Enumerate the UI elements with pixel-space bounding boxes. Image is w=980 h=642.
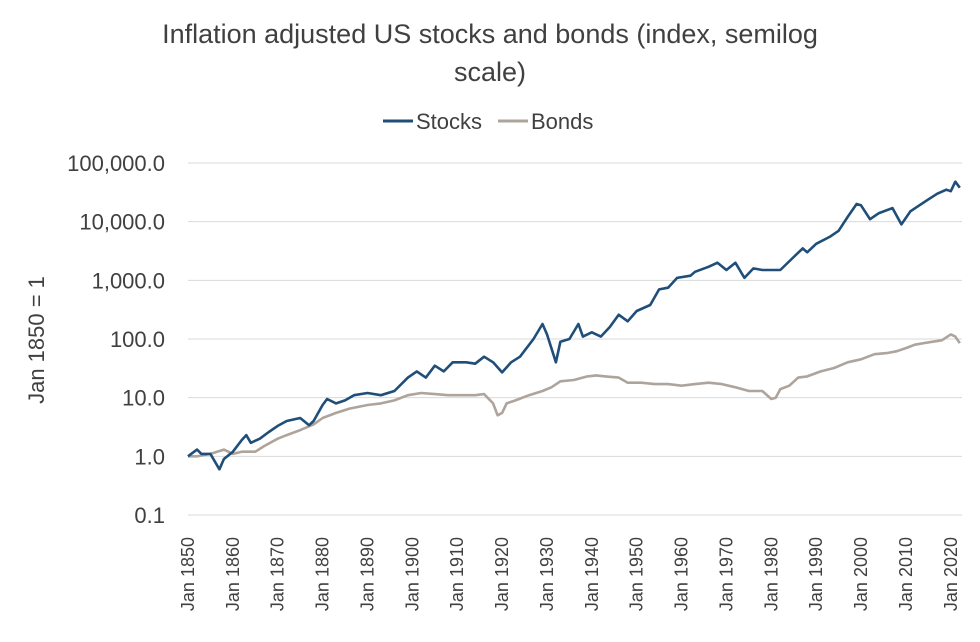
x-tick-label: Jan 1900 [402, 537, 422, 611]
y-tick-labels: 0.1 1.0 10.0 100.0 1,000.0 10,000.0 100,000.0 [67, 151, 165, 528]
y-tick-label: 1.0 [134, 444, 165, 469]
x-tick-label: Jan 2020 [941, 537, 961, 611]
x-tick-label: Jan 1920 [492, 537, 512, 611]
x-tick-label: Jan 1950 [627, 537, 647, 611]
y-tick-label: 1,000.0 [92, 268, 165, 293]
series-line-stocks [187, 180, 961, 471]
y-tick-label: 10.0 [122, 386, 165, 411]
y-gridlines [188, 162, 962, 516]
x-tick-labels: Jan 1850 Jan 1860 Jan 1870 Jan 1880 Jan 1890… [178, 537, 961, 611]
x-tick-label: Jan 1890 [357, 537, 377, 611]
legend-bonds-label: Bonds [531, 109, 593, 134]
x-tick-label: Jan 1870 [268, 537, 288, 611]
x-tick-label: Jan 2000 [851, 537, 871, 611]
chart-title-line-1: Inflation adjusted US stocks and bonds (… [162, 19, 818, 49]
x-tick-label: Jan 1990 [806, 537, 826, 611]
x-tick-label: Jan 2010 [896, 537, 916, 611]
x-tick-label: Jan 1980 [761, 537, 781, 611]
x-tick-label: Jan 1930 [537, 537, 557, 611]
series-line-bonds [188, 333, 961, 458]
series-lines [187, 180, 961, 471]
x-tick-label: Jan 1970 [716, 537, 736, 611]
x-tick-label: Jan 1960 [672, 537, 692, 611]
y-tick-label: 100.0 [110, 327, 165, 352]
y-axis-title: Jan 1850 = 1 [24, 276, 49, 404]
x-tick-label: Jan 1940 [582, 537, 602, 611]
legend: Stocks Bonds [383, 109, 593, 134]
y-tick-label: 10,000.0 [79, 210, 165, 235]
legend-stocks-label: Stocks [416, 109, 482, 134]
x-tick-label: Jan 1910 [447, 537, 467, 611]
x-tick-label: Jan 1860 [223, 537, 243, 611]
y-tick-label: 0.1 [134, 503, 165, 528]
chart-title-line-2: scale) [454, 57, 526, 87]
y-tick-label: 100,000.0 [67, 151, 165, 176]
x-tick-label: Jan 1850 [178, 537, 198, 611]
x-tick-label: Jan 1880 [313, 537, 333, 611]
